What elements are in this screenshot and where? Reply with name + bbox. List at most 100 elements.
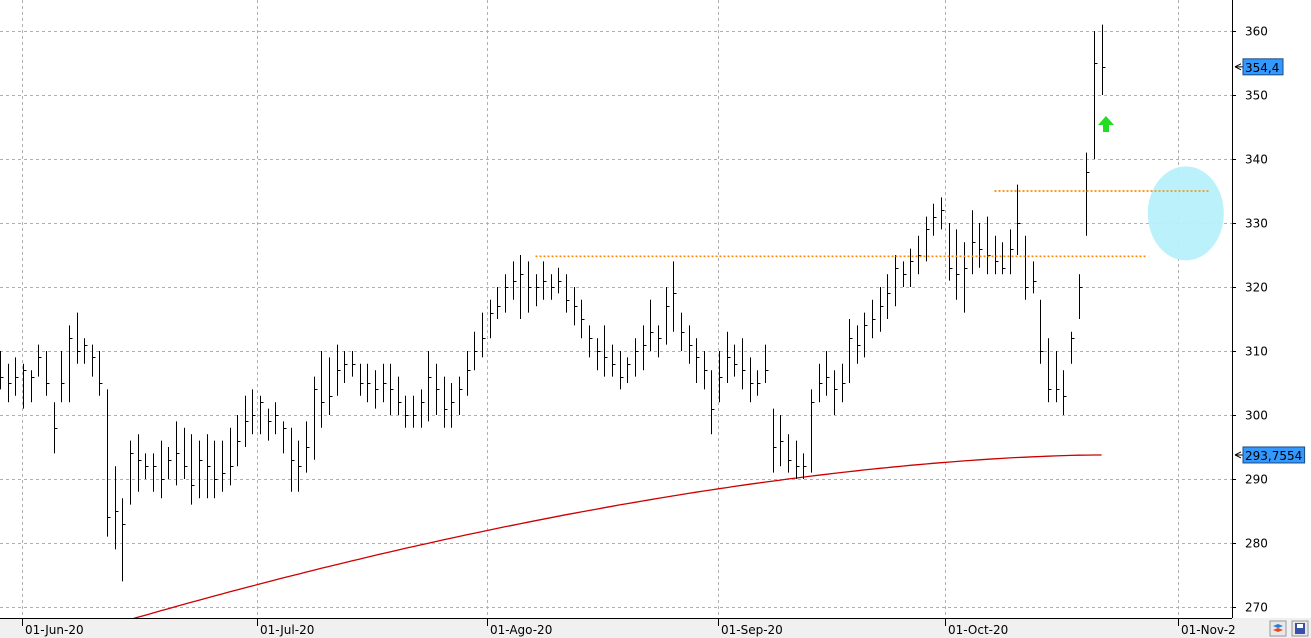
ohlc-bar — [252, 389, 256, 435]
ohlc-bar — [230, 427, 234, 486]
x-axis-band — [0, 618, 1311, 638]
ohlc-bar — [849, 319, 853, 383]
ohlc-bar — [130, 440, 134, 505]
ohlc-bar — [421, 389, 425, 428]
last-price-badge: 354,4 — [1234, 58, 1284, 76]
ohlc-bar — [750, 357, 754, 403]
ohlc-bar — [1002, 242, 1006, 275]
ohlc-bar — [245, 395, 249, 447]
y-tick-label: 290 — [1245, 473, 1268, 487]
ohlc-bar — [138, 434, 142, 492]
ohlc-bar — [15, 357, 19, 396]
ohlc-bar — [558, 267, 562, 294]
ohlc-bar — [375, 370, 379, 409]
ohlc-bar — [689, 325, 693, 364]
ohlc-bar — [581, 299, 585, 339]
ohlc-bar — [1017, 184, 1021, 255]
ohlc-bar — [237, 415, 241, 467]
ohlc-bar — [275, 402, 279, 435]
save-icon[interactable] — [1291, 620, 1309, 637]
badge-box — [1242, 58, 1284, 76]
ohlc-bar — [298, 440, 302, 492]
ohlc-bar — [329, 357, 333, 415]
ohlc-bar — [92, 344, 96, 377]
ohlc-bar — [543, 261, 547, 300]
ohlc-bar — [719, 351, 723, 403]
save-icon-label[interactable] — [1297, 624, 1303, 628]
ohlc-bar — [283, 421, 287, 454]
x-tick-label: 01-Sep-20 — [721, 623, 783, 637]
ohlc-bar — [77, 312, 81, 364]
ohlc-bar — [398, 376, 402, 415]
ohlc-bar — [765, 344, 769, 383]
ohlc-bar — [344, 351, 348, 383]
ohlc-bar — [161, 440, 165, 499]
ohlc-bar — [589, 325, 593, 358]
ohlc-bar — [428, 351, 432, 422]
ohlc-bar — [153, 453, 157, 492]
ohlc-bar — [505, 274, 509, 313]
ohlc-bar — [566, 274, 570, 313]
ohlc-bar — [474, 331, 478, 371]
ohlc-bar — [0, 351, 4, 390]
ohlc-bar — [1079, 274, 1083, 319]
ohlc-bar — [222, 440, 226, 492]
ohlc-bar — [1010, 229, 1014, 275]
ohlc-bar — [727, 331, 731, 383]
ohlc-bar — [635, 338, 639, 377]
ohlc-bar — [260, 395, 264, 435]
x-tick-label: 01-Oct-20 — [948, 623, 1008, 637]
y-tick-label: 340 — [1245, 153, 1268, 167]
ohlc-bar — [176, 421, 180, 486]
ohlc-bar — [597, 338, 601, 371]
ohlc-bar — [214, 440, 218, 499]
ohlc-bar — [903, 261, 907, 287]
ohlc-bar — [115, 466, 119, 550]
ohlc-bar — [1025, 235, 1029, 300]
ohlc-bar — [658, 325, 662, 358]
ohlc-bar — [207, 434, 211, 499]
ohlc-bar — [551, 274, 555, 300]
layers-icon-top[interactable] — [1273, 624, 1283, 628]
ohlc-bar — [857, 325, 861, 364]
ohlc-bar — [887, 274, 891, 319]
ohlc-bar — [711, 370, 715, 435]
ohlc-bar — [46, 351, 50, 396]
ohlc-bar — [497, 287, 501, 319]
ohlc-bar — [650, 299, 654, 351]
y-tick-label: 300 — [1245, 409, 1268, 423]
ohlc-bar — [872, 299, 876, 339]
ohlc-bar — [199, 440, 203, 499]
layers-icon[interactable] — [1269, 620, 1287, 637]
ohlc-bar — [574, 287, 578, 326]
ohlc-bar — [61, 351, 65, 403]
save-icon-body[interactable] — [1295, 623, 1305, 634]
ohlc-bar — [513, 261, 517, 300]
ohlc-bar — [757, 370, 761, 396]
x-tick-label: 01-Jun-20 — [25, 623, 84, 637]
chart-toolbar — [1269, 620, 1309, 637]
ohlc-bar — [834, 370, 838, 415]
ohlc-bar — [773, 408, 777, 473]
ohlc-bar — [826, 351, 830, 396]
ohlc-bar — [819, 363, 823, 403]
x-tick-label: 01-Nov-2 — [1181, 623, 1236, 637]
ohlc-bar — [352, 351, 356, 377]
badge-label: 354,4 — [1245, 61, 1279, 75]
ohlc-bar — [788, 434, 792, 473]
ohlc-bar — [803, 453, 807, 479]
ohlc-bar — [910, 248, 914, 287]
ohlc-bar — [842, 363, 846, 403]
ohlc-bar — [99, 351, 103, 396]
grid-lines — [0, 0, 1232, 618]
layers-icon-bottom[interactable] — [1273, 628, 1283, 632]
moving-average-badge: 293,7554 — [1234, 446, 1306, 464]
ohlc-bar — [413, 395, 417, 428]
ohlc-bar — [979, 223, 983, 268]
ohlc-bar — [734, 344, 738, 377]
ohlc-bar — [536, 274, 540, 307]
moving-average-path — [106, 454, 1102, 627]
badge-box — [1242, 446, 1306, 464]
